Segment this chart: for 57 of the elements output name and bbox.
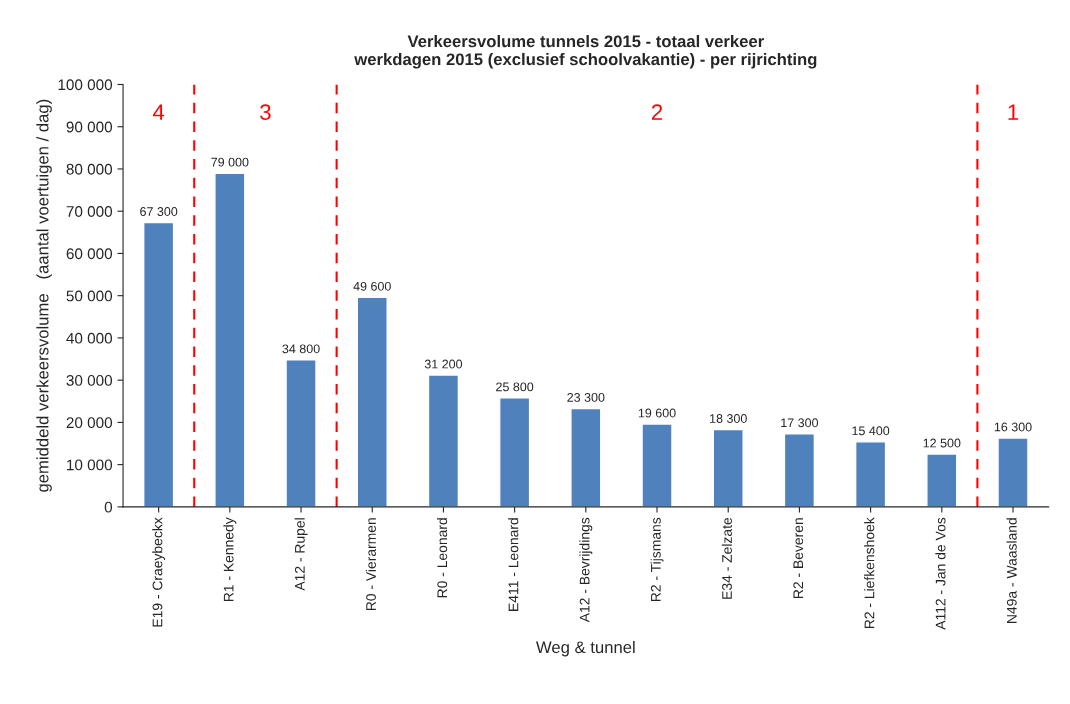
- x-tick-label: A12 - Rupel: [294, 518, 308, 591]
- y-tick-label: 40 000: [66, 332, 113, 344]
- bar: [712, 428, 744, 507]
- y-tick-label: 80 000: [66, 163, 113, 175]
- data-label: 23 300: [567, 392, 605, 402]
- data-label: 34 800: [282, 344, 320, 354]
- y-tick-label: 0: [104, 501, 113, 513]
- bar: [285, 359, 317, 507]
- bar: [427, 374, 460, 507]
- x-tick-label: A112 - Jan de Vos: [935, 517, 946, 630]
- x-tick-label: R1 - Kennedy: [223, 517, 237, 602]
- y-tick-label: 70 000: [66, 206, 113, 217]
- y-tick-label: 10 000: [67, 459, 113, 471]
- annotation: 2: [651, 104, 663, 120]
- annotation: 4: [152, 104, 165, 120]
- x-tick-label: N49a - Waasland: [1006, 518, 1017, 623]
- x-tick-label: R2 - Tijsmans: [650, 517, 664, 602]
- data-label: 17 300: [781, 418, 819, 428]
- bar: [854, 441, 887, 507]
- bar: [356, 296, 388, 507]
- bar: [570, 407, 602, 507]
- bar: [143, 221, 175, 507]
- y-tick-label: 100 000: [58, 79, 113, 91]
- y-tick-label: 90 000: [66, 121, 113, 133]
- y-tick-label: 50 000: [66, 290, 113, 302]
- data-label: 19 600: [638, 408, 676, 418]
- annotation: 1: [1008, 104, 1019, 120]
- data-label: 18 300: [710, 414, 747, 423]
- data-label: 15 400: [852, 426, 890, 436]
- bar: [214, 172, 246, 507]
- data-label: 67 300: [140, 207, 178, 216]
- x-tick-label: R2 - Beveren: [793, 518, 804, 598]
- bar: [926, 453, 958, 507]
- x-tick-label: R0 - Leonard: [436, 518, 448, 598]
- bar: [498, 397, 531, 507]
- bar: [783, 433, 816, 507]
- y-tick-label: 30 000: [66, 375, 113, 386]
- annotation: 3: [260, 104, 271, 121]
- y-tick-label: 20 000: [66, 417, 113, 429]
- data-label: 31 200: [424, 359, 463, 369]
- data-label: 25 800: [496, 382, 534, 392]
- bar: [641, 423, 673, 507]
- bar: [997, 437, 1029, 507]
- x-axis-title: Weg & tunnel: [536, 640, 635, 657]
- data-label: 12 500: [923, 438, 961, 448]
- y-axis-title: gemiddeld verkeersvolume (aantal voertuigen / dag): [36, 99, 52, 492]
- data-label: 79 000: [211, 157, 249, 167]
- x-tick-label: R2 - Liefkenshoek: [864, 517, 875, 629]
- x-tick-label: E34 - Zelzate: [721, 517, 732, 599]
- data-label: 49 600: [353, 281, 391, 291]
- y-tick-label: 60 000: [66, 248, 113, 260]
- x-tick-label: R0 - Vierarmen: [365, 518, 376, 611]
- chart-title: Verkeersvolume tunnels 2015 - totaal verkeer werkdagen 2015 (exclusief schoolvakantie) - per rijrichting: [354, 35, 817, 69]
- data-label: 16 300: [994, 422, 1032, 432]
- x-tick-label: E19 - Craeybeckx: [152, 517, 166, 627]
- x-tick-label: E411 - Leonard: [508, 518, 519, 611]
- x-tick-label: A12 - Bevrijdings: [579, 517, 593, 623]
